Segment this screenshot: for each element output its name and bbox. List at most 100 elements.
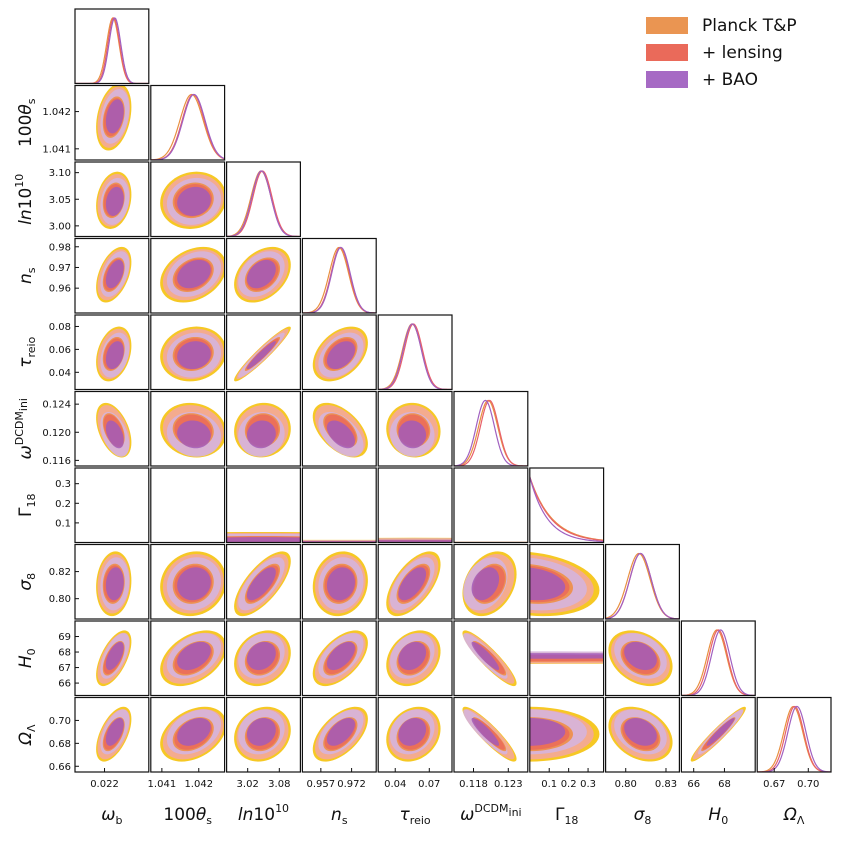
axis-label-part: σ	[634, 805, 646, 825]
contour-68-bao	[105, 186, 124, 216]
contour-68-bao	[177, 259, 211, 289]
x-tick-label: 0.123	[494, 779, 523, 790]
panel-omega_b-omega_b	[74, 8, 150, 85]
marginal-curve-bao	[605, 552, 680, 619]
contour-68-bao	[624, 641, 657, 671]
panel-frame	[74, 8, 150, 85]
marginal-curve-lensing	[529, 476, 604, 542]
panel-content	[462, 551, 517, 617]
panel-frame	[377, 696, 453, 773]
x-tick-label: 3.02	[237, 779, 259, 790]
contour-68-bao	[624, 717, 657, 746]
y-axis-label: τreio	[16, 336, 38, 367]
x-axis-label: ns	[331, 805, 348, 827]
y-tick-label: 0.80	[49, 594, 71, 605]
contour-68-bao	[246, 420, 276, 449]
contour-68-bao	[226, 537, 301, 543]
x-tick-label: 68	[718, 779, 731, 790]
x-tick-label: 1.042	[184, 779, 213, 790]
axis-label-part: ω	[16, 445, 36, 459]
panel-tau_reio-H0	[377, 620, 453, 697]
panel-ln10As-H0	[226, 620, 302, 697]
panel-n_s-Omega_Lambda: 0.957 0.972 ns	[301, 696, 377, 827]
panel-ln10As-n_s	[226, 237, 302, 314]
legend-item-lensing: + lensing	[646, 39, 797, 66]
panel-frame	[604, 696, 680, 773]
y-axis-label: ns	[16, 267, 38, 284]
contour-68-bao	[105, 99, 124, 134]
panel-content	[529, 651, 604, 664]
panel-content	[226, 531, 301, 543]
panel-content	[302, 246, 377, 313]
panel-tau_reio-tau_reio	[377, 314, 453, 391]
panel-content	[454, 399, 528, 466]
y-tick-label: 0.97	[49, 263, 71, 274]
y-axis-label: H0	[16, 648, 38, 668]
legend-swatch-planck	[646, 17, 688, 34]
panel-content	[234, 630, 291, 687]
axis-label-part: 18	[25, 494, 38, 508]
marginal-curve-planck	[757, 705, 832, 772]
marginal-curve-bao	[454, 399, 528, 466]
axis-label-part: τ	[400, 805, 411, 825]
contour-68-bao	[105, 341, 124, 370]
marginal-curve-bao	[681, 629, 756, 696]
marginal-curve-lensing	[757, 705, 832, 772]
panel-content	[312, 326, 368, 382]
panel-frame	[226, 543, 302, 620]
legend-label-lensing: + lensing	[702, 42, 783, 63]
contour-68-bao	[246, 259, 276, 289]
y-tick-label: 0.116	[42, 456, 71, 467]
y-tick-label: 1.042	[42, 107, 71, 118]
contour-68-bao	[529, 653, 604, 659]
axis-label-part: τ	[16, 357, 36, 368]
contour-68-bao	[398, 567, 427, 601]
panel-frame	[74, 620, 150, 697]
marginal-curve-planck	[378, 323, 453, 390]
axis-label-part: 10	[13, 174, 26, 188]
contour-68-bao	[177, 186, 211, 216]
panel-omega_ini_dcdm-Omega_Lambda: 0.118 0.123 ωDCDMini	[453, 696, 529, 825]
x-tick-label: 0.957	[307, 779, 336, 790]
marginal-curve-bao	[226, 170, 301, 237]
panel-frame	[226, 237, 302, 314]
panel-frame	[150, 543, 226, 620]
axis-label-part: reio	[410, 814, 431, 827]
axis-label-part: n	[331, 805, 342, 825]
panel-content	[96, 246, 132, 303]
panel-sigma_8-sigma_8	[604, 543, 680, 620]
panel-frame	[74, 84, 150, 161]
axis-label-part: 100	[16, 115, 36, 147]
marginal-curve-bao	[529, 476, 604, 543]
panel-content	[160, 171, 225, 229]
panel-frame	[301, 314, 377, 391]
panel-frame	[301, 696, 377, 773]
y-tick-label: 0.68	[49, 739, 71, 750]
axis-label-part: 8	[25, 573, 38, 580]
panel-content	[529, 476, 604, 543]
panel-frame	[150, 467, 226, 544]
y-tick-label: 0.82	[49, 567, 71, 578]
panel-content	[160, 706, 225, 762]
panel-theta_s-tau_reio	[150, 314, 226, 391]
panel-frame	[301, 237, 377, 314]
panel-tau_reio-gamma_18	[377, 467, 453, 544]
panel-frame	[453, 467, 529, 544]
panel-content	[608, 630, 673, 687]
panel-Omega_Lambda-Omega_Lambda: 0.67 0.70 ΩΛ	[756, 696, 832, 827]
x-tick-label: 0.83	[655, 779, 677, 790]
y-tick-label: 0.98	[49, 242, 71, 253]
axis-label-part: 18	[564, 814, 578, 827]
panel-frame	[301, 543, 377, 620]
panel-frame	[150, 237, 226, 314]
axis-label-part: Γ	[555, 805, 565, 825]
panel-frame	[226, 467, 302, 544]
x-axis-label: ΩΛ	[783, 805, 805, 827]
marginal-curve-planck	[226, 170, 301, 237]
panel-gamma_18-gamma_18	[529, 467, 605, 544]
panel-content	[160, 630, 225, 687]
axis-label-part: θ	[16, 104, 36, 115]
panel-frame	[301, 390, 377, 467]
